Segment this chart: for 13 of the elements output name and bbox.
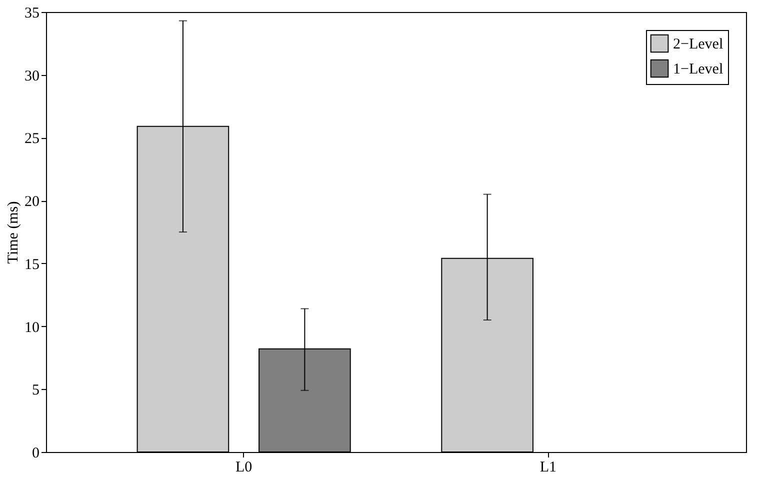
y-tick-label: 35 [24, 6, 40, 22]
y-tick-label: 30 [24, 68, 40, 84]
y-tick-label: 20 [24, 194, 40, 210]
y-tick-label: 5 [32, 382, 40, 399]
y-tick-label: 25 [24, 131, 40, 148]
y-axis-title: Time (ms) [6, 201, 22, 264]
legend-label: 1−Level [673, 62, 724, 78]
y-tick-label: 10 [24, 320, 40, 336]
x-tick-label: L1 [540, 460, 557, 476]
legend-label: 2−Level [673, 36, 724, 52]
y-tick-label: 0 [32, 446, 40, 462]
y-tick-label: 15 [24, 256, 40, 273]
x-tick-label: L0 [235, 460, 252, 476]
